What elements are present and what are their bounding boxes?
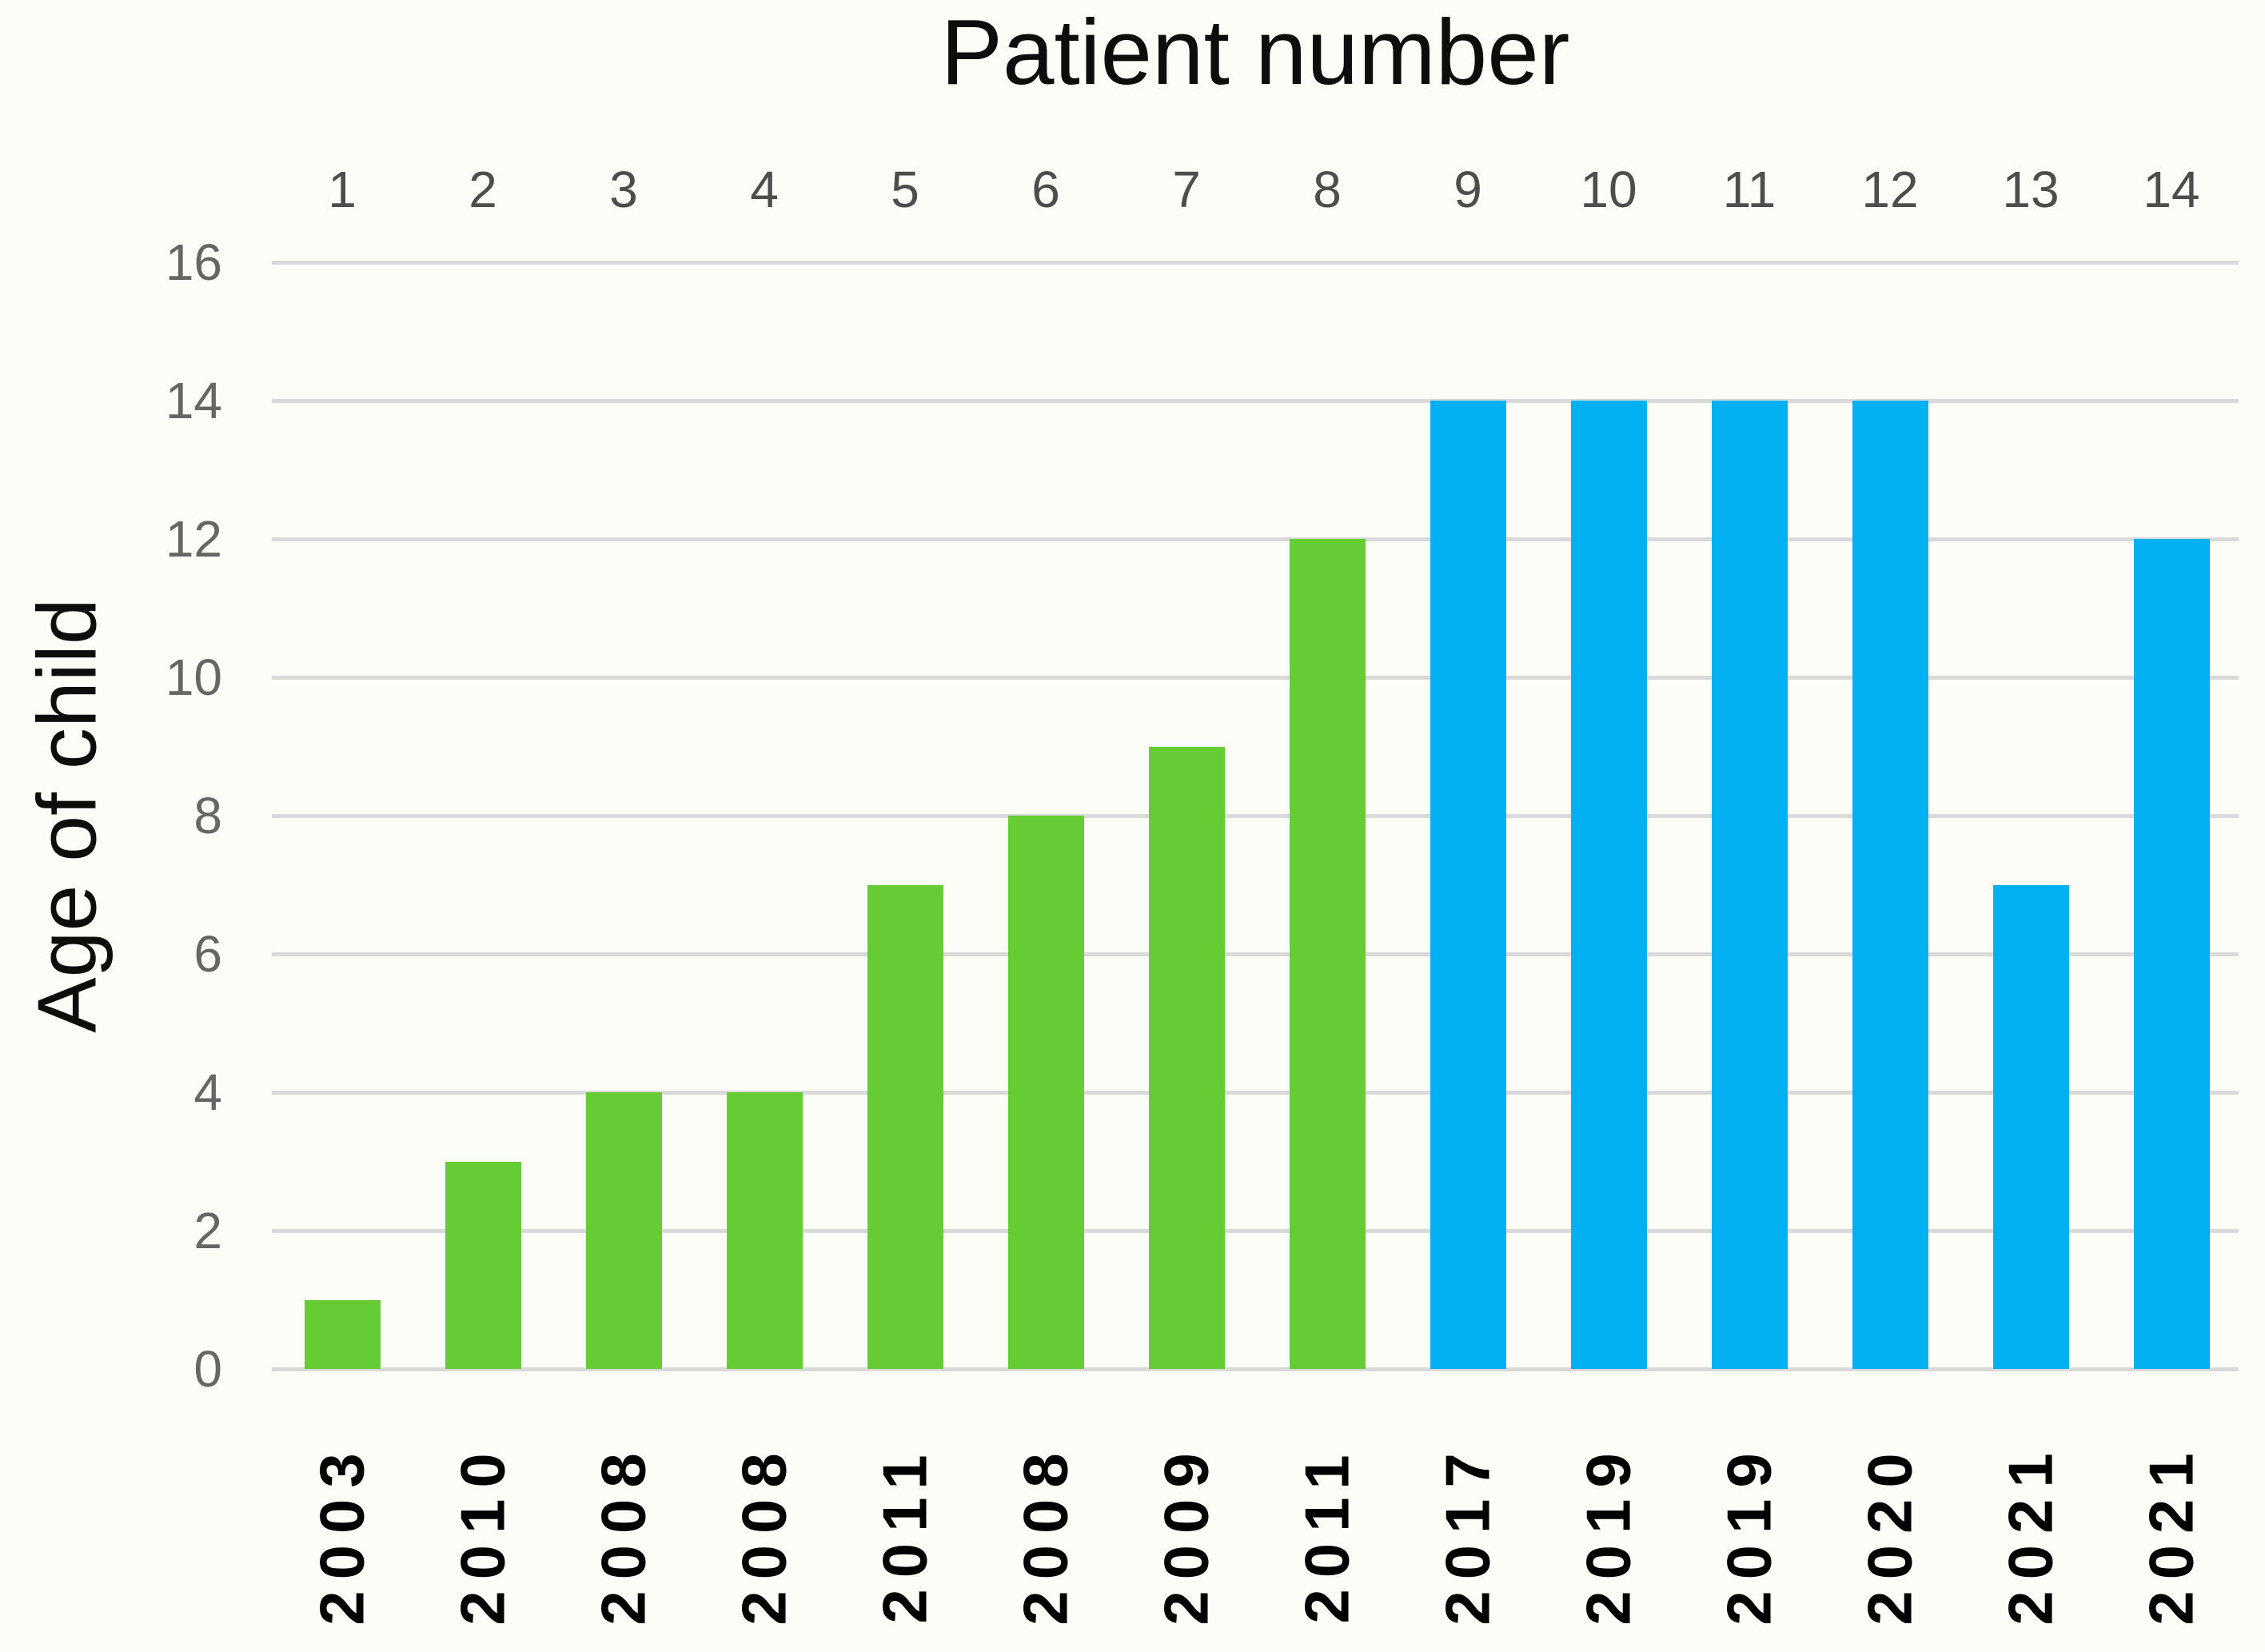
year-label-6: 2009: [1150, 1442, 1222, 1626]
bar-patient-12: [1852, 401, 1928, 1369]
top-axis-title: Patient number: [940, 0, 1570, 104]
y-tick-label-6: 6: [193, 925, 222, 983]
bar-patient-2: [445, 1161, 521, 1369]
patient-number-label-1: 1: [328, 161, 357, 218]
patient-number-label-6: 6: [1031, 161, 1060, 218]
patient-number-label-2: 2: [469, 161, 497, 218]
year-label-1: 2010: [447, 1442, 518, 1626]
year-label-13: 2021: [2135, 1442, 2207, 1626]
gridline-2: [272, 1229, 2239, 1233]
gridline-16: [272, 261, 2239, 265]
gridline-12: [272, 537, 2239, 541]
bar-patient-7: [1148, 746, 1225, 1369]
year-label-4: 2011: [869, 1443, 940, 1624]
gridline-10: [272, 676, 2239, 680]
year-label-9: 2019: [1573, 1442, 1644, 1626]
patient-number-label-12: 12: [1861, 161, 1919, 218]
bar-patient-5: [867, 884, 943, 1369]
y-tick-label-0: 0: [193, 1340, 222, 1398]
bar-patient-8: [1289, 539, 1366, 1369]
bar-patient-9: [1430, 401, 1506, 1369]
bar-patient-14: [2133, 539, 2210, 1369]
y-tick-label-10: 10: [165, 648, 222, 706]
patient-number-label-7: 7: [1172, 161, 1201, 218]
bar-patient-13: [1992, 884, 2069, 1369]
y-tick-label-16: 16: [165, 233, 222, 291]
y-tick-label-8: 8: [193, 787, 222, 844]
bar-patient-4: [726, 1092, 803, 1369]
bar-patient-3: [585, 1092, 662, 1369]
bar-patient-10: [1570, 401, 1647, 1369]
y-tick-label-12: 12: [165, 510, 222, 568]
year-label-0: 2003: [306, 1442, 377, 1626]
patient-number-label-13: 13: [2002, 161, 2060, 218]
gridline-8: [272, 814, 2239, 818]
y-tick-label-14: 14: [165, 372, 222, 429]
bar-patient-11: [1711, 401, 1788, 1369]
patient-number-label-10: 10: [1580, 161, 1637, 218]
patient-number-label-11: 11: [1722, 161, 1777, 218]
y-tick-label-4: 4: [193, 1063, 222, 1121]
year-label-8: 2017: [1432, 1442, 1503, 1626]
patient-number-label-3: 3: [609, 161, 638, 218]
patient-number-label-14: 14: [2143, 161, 2200, 218]
patient-number-label-5: 5: [891, 161, 919, 218]
y-tick-label-2: 2: [193, 1202, 222, 1259]
bar-patient-1: [304, 1299, 381, 1369]
year-label-12: 2021: [1995, 1442, 2066, 1626]
year-label-5: 2008: [1010, 1442, 1081, 1626]
gridline-4: [272, 1091, 2239, 1095]
bar-patient-6: [1007, 816, 1084, 1369]
year-label-10: 2019: [1713, 1442, 1784, 1626]
patient-number-label-8: 8: [1313, 161, 1342, 218]
patient-number-label-4: 4: [750, 161, 779, 218]
year-label-7: 2011: [1291, 1443, 1362, 1624]
gridline-14: [272, 399, 2239, 403]
gridline-6: [272, 952, 2239, 956]
year-label-11: 2020: [1854, 1442, 1925, 1626]
year-label-2: 2008: [588, 1442, 659, 1626]
gridline-0: [272, 1367, 2239, 1371]
year-label-3: 2008: [728, 1442, 800, 1626]
patient-number-label-9: 9: [1454, 161, 1482, 218]
